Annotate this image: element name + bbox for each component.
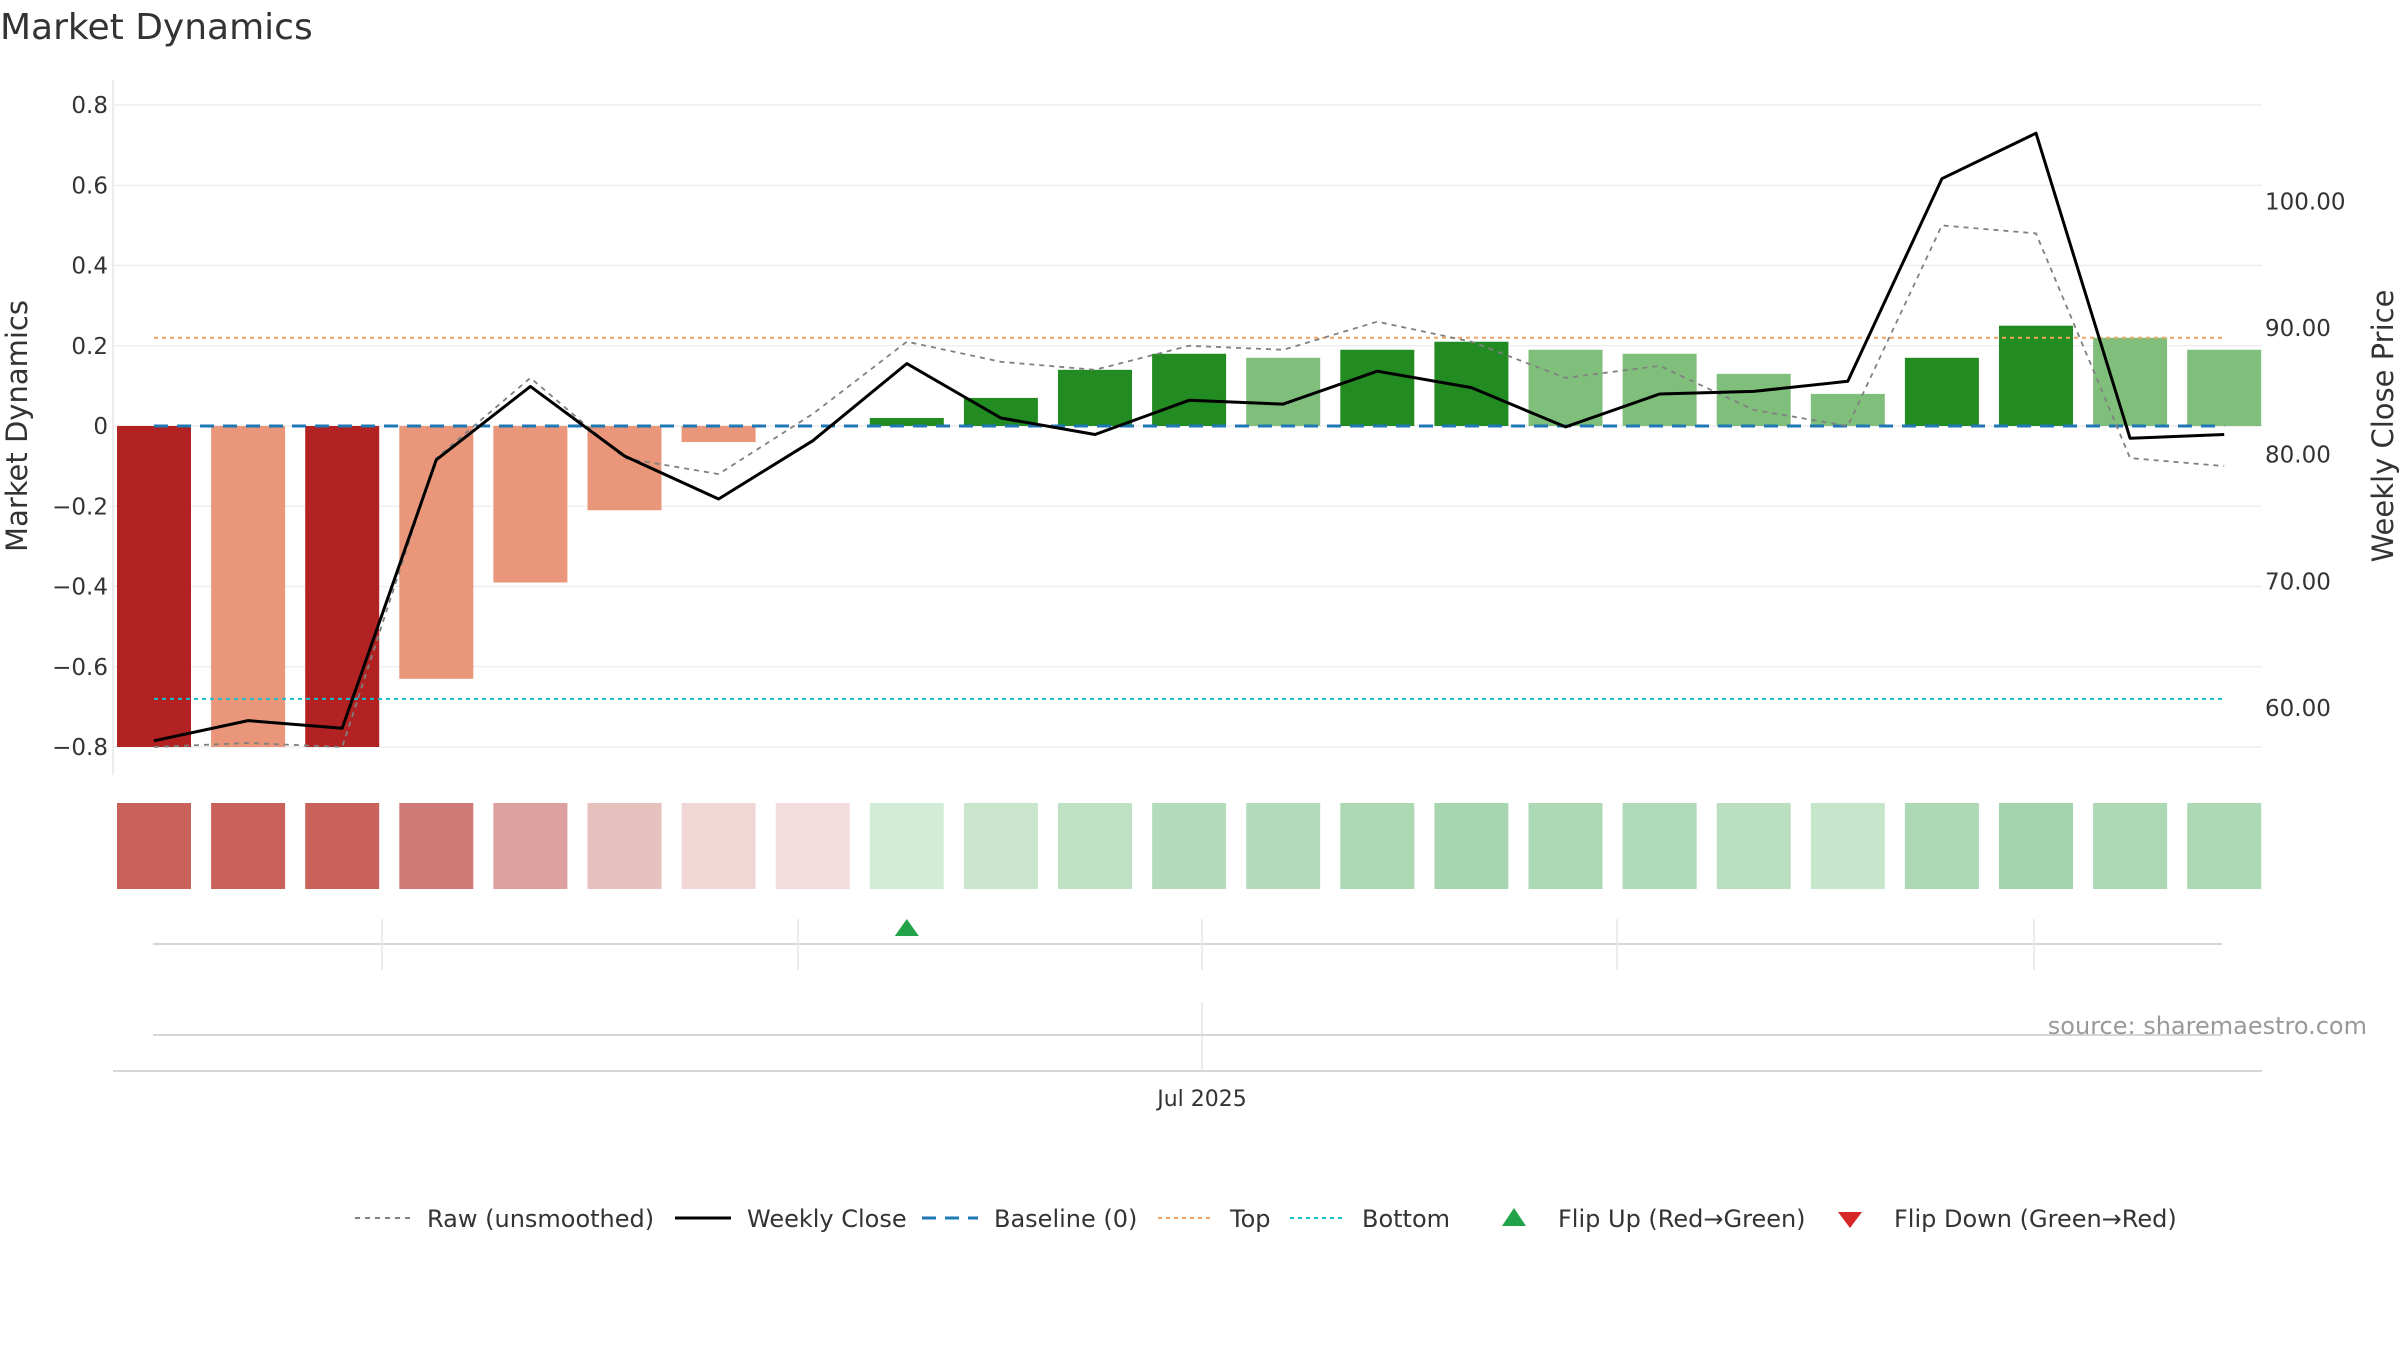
left-tick-label: 0.4 (71, 254, 108, 280)
legend-label: Weekly Close (747, 1205, 907, 1233)
heat-strip-cell (2187, 803, 2262, 889)
legend-item: Flip Up (Red→Green) (1502, 1205, 1806, 1233)
left-axis-title: Market Dynamics (0, 300, 34, 552)
legend-label: Top (1229, 1205, 1271, 1233)
heat-strip-cell (1810, 803, 1885, 889)
heat-strip-cell (775, 803, 850, 889)
x-tick-label: Jul 2025 (1155, 1087, 1247, 1112)
heat-strip-cell (1904, 803, 1979, 889)
dynamics-heat-strip (117, 803, 2262, 889)
dynamics-bars (117, 325, 2262, 747)
weekly-close-line (153, 131, 2225, 743)
heat-strip-cell (117, 803, 191, 889)
legend-flip-down-icon (1838, 1212, 1862, 1228)
right-tick-label: 70.00 (2265, 569, 2331, 595)
dynamics-bar (1716, 373, 1791, 426)
left-tick-label: −0.6 (52, 655, 108, 681)
heat-strip-cell (681, 803, 756, 889)
legend-label: Flip Down (Green→Red) (1894, 1205, 2177, 1233)
left-tick-label: 0.6 (71, 173, 108, 199)
dynamics-bar (493, 426, 568, 583)
right-tick-label: 90.00 (2265, 316, 2331, 342)
legend-item: Top (1158, 1205, 1271, 1233)
dynamics-bar (681, 426, 756, 443)
heat-strip-cell (1152, 803, 1227, 889)
series-lines (153, 131, 2225, 748)
dynamics-bar (305, 426, 380, 747)
legend-item: Baseline (0) (922, 1205, 1137, 1233)
dynamics-bar (2093, 337, 2168, 426)
heat-strip-cell (587, 803, 662, 889)
right-axis-title: Weekly Close Price (2366, 290, 2400, 563)
right-tick-label: 100.00 (2265, 190, 2345, 216)
heat-strip-cell (1340, 803, 1415, 889)
heat-strip-cell (1528, 803, 1603, 889)
dynamics-bar (2187, 349, 2262, 426)
heat-strip-cell (1716, 803, 1791, 889)
left-tick-label: 0.8 (71, 93, 108, 119)
flip-up-marker (894, 919, 919, 936)
legend: Raw (unsmoothed) Weekly Close Baseline (0)… (355, 1205, 2177, 1233)
source-credit: source: sharemaestro.com (2048, 1012, 2367, 1040)
dynamics-bar (1810, 393, 1885, 426)
heat-strip-cell (399, 803, 474, 889)
legend-item: Flip Down (Green→Red) (1838, 1205, 2177, 1233)
dynamics-bar (1340, 349, 1415, 426)
left-tick-label: 0.2 (71, 334, 108, 360)
chart-title: Market Dynamics (0, 7, 313, 48)
heat-strip-cell (963, 803, 1038, 889)
time-axis-panel: Jul 2025 source: sharemaestro.com (113, 1002, 2367, 1112)
left-tick-label: −0.2 (52, 494, 108, 520)
dynamics-bar (1152, 353, 1227, 426)
right-tick-label: 80.00 (2265, 443, 2331, 469)
left-tick-label: 0 (93, 414, 108, 440)
heat-strip-cell (1999, 803, 2073, 889)
dynamics-bar (117, 426, 191, 747)
legend-label: Bottom (1362, 1205, 1450, 1233)
dynamics-bar (1528, 349, 1603, 426)
dynamics-bar (1904, 357, 1979, 426)
heat-strip-cell (211, 803, 286, 889)
heat-strip-cell (1246, 803, 1321, 889)
heat-strip-cell (869, 803, 944, 889)
dynamics-bar (869, 417, 944, 426)
dynamics-bar (1622, 353, 1697, 426)
right-axis-ticks: 100.00 90.00 80.00 70.00 60.00 (2265, 190, 2345, 722)
legend-item: Bottom (1290, 1205, 1450, 1233)
legend-label: Flip Up (Red→Green) (1558, 1205, 1806, 1233)
legend-item: Raw (unsmoothed) (355, 1205, 654, 1233)
dynamics-bar (1058, 369, 1132, 426)
flip-markers-panel (153, 919, 2222, 970)
dynamics-bar (1999, 325, 2073, 426)
dynamics-bar (399, 426, 474, 679)
heat-strip-cell (1058, 803, 1132, 889)
legend-label: Baseline (0) (994, 1205, 1137, 1233)
right-tick-label: 60.00 (2265, 696, 2331, 722)
dynamics-bar (211, 426, 286, 747)
heat-strip-cell (1622, 803, 1697, 889)
heat-strip-cell (493, 803, 568, 889)
legend-item: Weekly Close (675, 1205, 907, 1233)
dynamics-bar (1246, 357, 1321, 426)
legend-flip-up-icon (1502, 1208, 1526, 1226)
heat-strip-cell (305, 803, 380, 889)
heat-strip-cell (2093, 803, 2168, 889)
left-axis-ticks: 0.8 0.6 0.4 0.2 0 −0.2 −0.4 −0.6 −0.8 (52, 93, 108, 761)
left-tick-label: −0.8 (52, 735, 108, 761)
legend-label: Raw (unsmoothed) (427, 1205, 654, 1233)
raw-unsmoothed-line (153, 224, 2225, 748)
left-tick-label: −0.4 (52, 575, 108, 601)
heat-strip-cell (1434, 803, 1509, 889)
